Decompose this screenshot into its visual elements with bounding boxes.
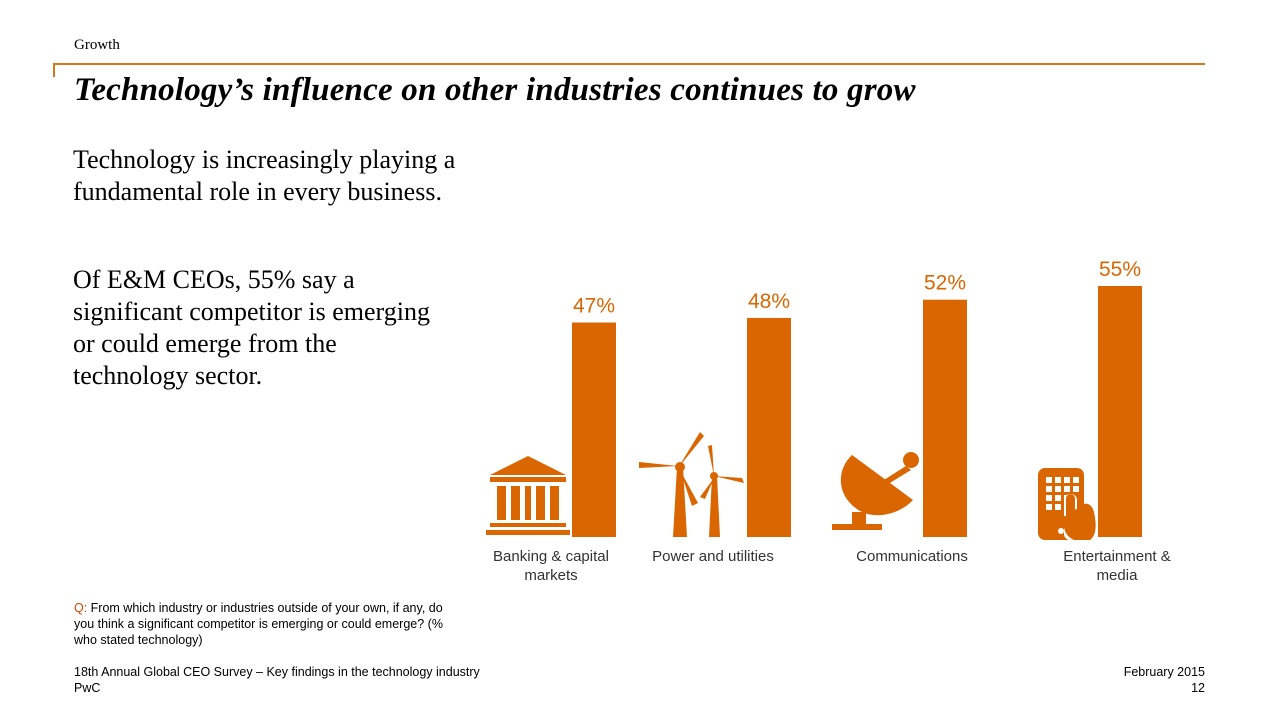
body-paragraph-2: Of E&M CEOs, 55% say a significant compe… (73, 265, 430, 390)
satellite-dish-icon (832, 452, 919, 530)
tablet-touch-icon (1038, 468, 1096, 540)
bar-3 (923, 299, 967, 537)
footer-brand: PwC (74, 681, 101, 695)
category-label-4: Entertainment & media (1063, 548, 1171, 584)
footer-source: 18th Annual Global CEO Survey – Key find… (74, 665, 480, 679)
title-divider (53, 63, 1205, 65)
category-label-1: Banking & capital markets (493, 548, 609, 584)
slide-title: Technology’s influence on other industri… (74, 72, 916, 108)
question-prefix: Q: (74, 601, 88, 615)
bar-4 (1098, 286, 1142, 537)
value-label-2: 48% (748, 290, 790, 313)
category-label-2: Power and utilities (652, 548, 774, 565)
bank-icon (486, 456, 570, 535)
section-label: Growth (74, 37, 120, 53)
question-text: From which industry or industries outsid… (74, 601, 443, 647)
footer-date: February 2015 (1123, 665, 1205, 679)
title-divider-tick (53, 63, 55, 77)
category-label-3: Communications (856, 548, 968, 565)
body-paragraph-1: Technology is increasingly playing a fun… (73, 145, 456, 206)
bar-1 (572, 322, 616, 537)
footer-page-number: 12 (1191, 681, 1205, 695)
value-label-1: 47% (573, 295, 615, 318)
wind-turbine-icon (639, 432, 744, 537)
value-label-4: 55% (1099, 258, 1141, 281)
bar-2 (747, 317, 791, 537)
survey-question: Q: From which industry or industries out… (74, 600, 454, 648)
value-label-3: 52% (924, 272, 966, 295)
